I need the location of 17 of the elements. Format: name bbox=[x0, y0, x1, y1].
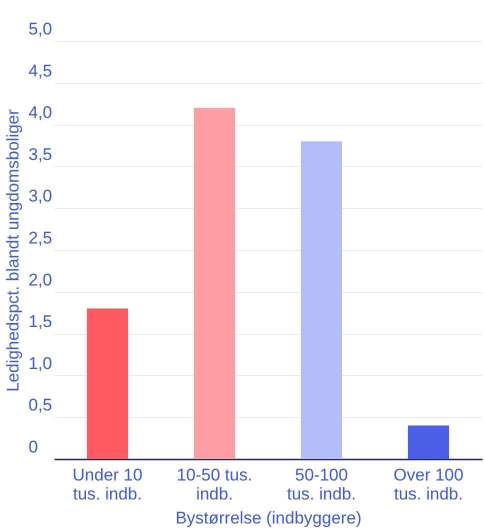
x-axis-title: Bystørrelse (indbyggere) bbox=[175, 508, 362, 528]
x-tick-label: Under 10 tus. indb. bbox=[72, 466, 142, 504]
y-tick-label: 2,5 bbox=[28, 228, 52, 248]
y-tick-label: 2,0 bbox=[28, 270, 52, 290]
y-tick-label: 5,0 bbox=[28, 20, 52, 38]
y-tick-label: 4,0 bbox=[28, 103, 52, 122]
x-tick-label: 10-50 tus. indb. bbox=[176, 466, 252, 504]
y-tick-label: 4,5 bbox=[28, 61, 52, 80]
y-tick-label: 0 bbox=[28, 438, 38, 456]
y-axis-title: Ledighedspct. blandt ungdomsboliger bbox=[4, 108, 22, 392]
y-tick-label: 3,5 bbox=[28, 144, 52, 164]
x-tick-label: 50-100 tus. indb. bbox=[287, 466, 356, 504]
x-tick-label: Over 100 tus. indb. bbox=[394, 466, 464, 504]
y-tick-label: 1,0 bbox=[28, 354, 52, 373]
y-tick-label: 3,0 bbox=[28, 186, 52, 206]
y-tick-label: 1,5 bbox=[28, 312, 52, 332]
y-tick-label: 0,5 bbox=[28, 396, 52, 415]
